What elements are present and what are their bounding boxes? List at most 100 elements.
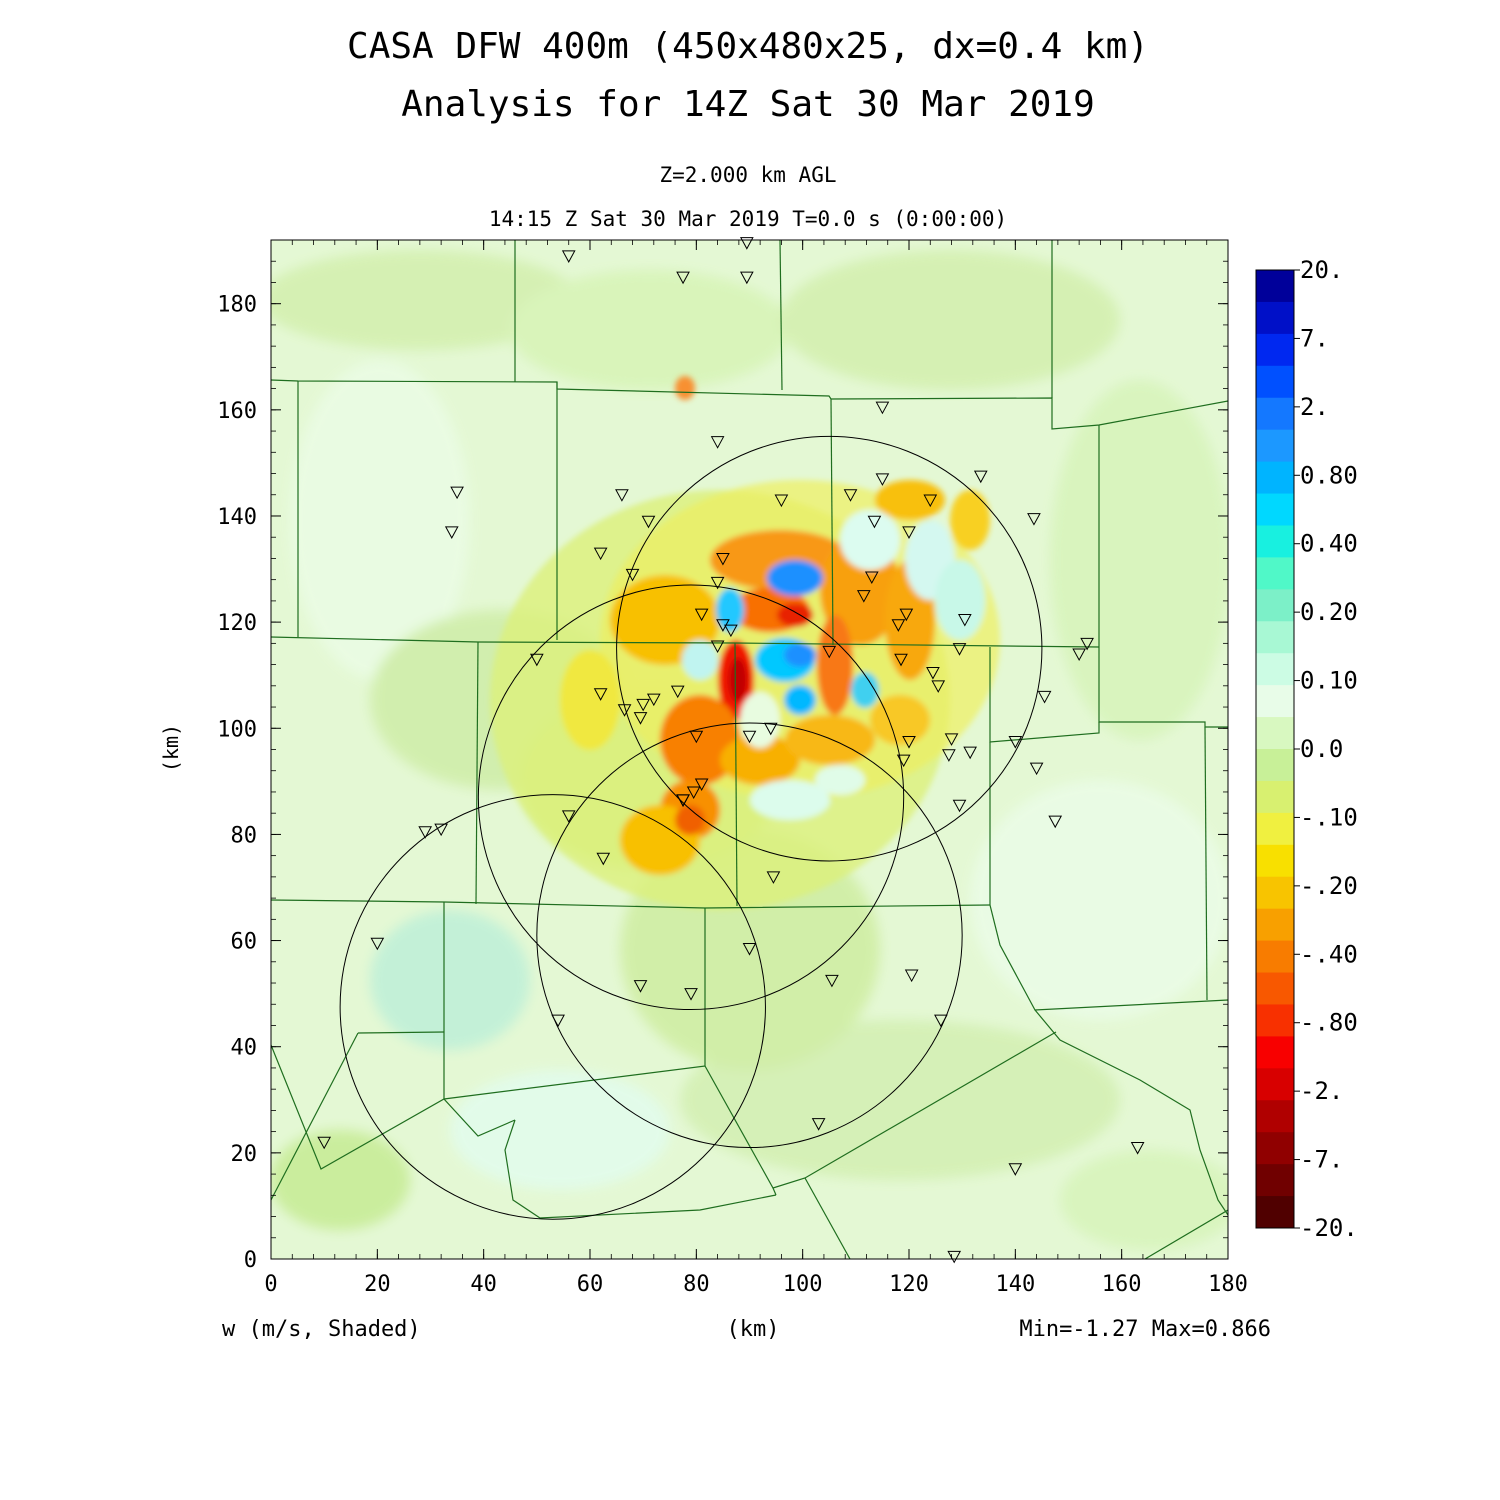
x-tick-label: 160 <box>1102 1272 1142 1297</box>
station-marker <box>934 1014 948 1028</box>
x-tick-label: 80 <box>683 1272 710 1297</box>
colorbar-label: 7. <box>1300 324 1329 352</box>
station-marker <box>1037 690 1052 704</box>
station-marker <box>864 571 879 585</box>
station-marker <box>633 712 648 725</box>
colorbar-swatch <box>1256 1004 1294 1037</box>
station-marker <box>902 526 916 539</box>
station-marker <box>593 688 608 701</box>
station-marker <box>593 547 608 561</box>
station-marker <box>867 515 882 529</box>
colorbar-swatch <box>1256 812 1294 846</box>
station-marker <box>875 473 890 486</box>
colorbar-swatch <box>1256 365 1294 399</box>
station-marker <box>875 401 890 415</box>
station-marker <box>716 552 730 566</box>
station-marker <box>891 619 906 632</box>
plot-area <box>270 237 1229 1264</box>
station-marker <box>434 823 448 837</box>
colorbar-swatch <box>1256 1068 1294 1101</box>
colorbar-label: -20. <box>1300 1214 1358 1242</box>
colorbar-label: -.80 <box>1300 1009 1358 1037</box>
station-marker <box>894 653 908 667</box>
station-marker <box>633 980 648 993</box>
x-axis-label: (km) <box>727 1317 780 1342</box>
colorbar-swatch <box>1256 653 1294 686</box>
colorbar-swatch <box>1256 1036 1294 1069</box>
colorbar-swatch <box>1256 749 1294 782</box>
station-marker <box>694 608 709 622</box>
colorbar-swatch <box>1256 1164 1294 1197</box>
station-marker <box>1080 637 1094 651</box>
radar-range-ring <box>339 794 766 1220</box>
station-marker <box>1027 513 1041 526</box>
station-marker <box>551 1014 565 1028</box>
station-marker <box>710 640 725 654</box>
station-marker <box>822 645 837 659</box>
colorbar-label: 0.0 <box>1300 735 1343 763</box>
station-marker <box>1008 736 1023 749</box>
colorbar-swatch <box>1256 270 1294 303</box>
colorbar-label: 2. <box>1300 393 1329 421</box>
y-tick-label: 80 <box>231 823 258 848</box>
station-marker <box>676 271 690 285</box>
colorbar-swatch <box>1256 493 1294 526</box>
y-tick-label: 100 <box>217 717 257 742</box>
time-label: 14:15 Z Sat 30 Mar 2019 T=0.0 s (0:00:00… <box>489 207 1007 231</box>
colorbar-swatch <box>1256 621 1294 654</box>
y-tick-label: 40 <box>231 1036 258 1061</box>
station-marker <box>710 576 725 590</box>
colorbar-label: -.20 <box>1300 872 1358 900</box>
colorbar-label: -2. <box>1300 1077 1343 1105</box>
colorbar-label: 20. <box>1300 256 1343 284</box>
station-marker <box>766 871 781 884</box>
station-marker <box>1072 648 1086 662</box>
colorbar-swatch <box>1256 685 1294 718</box>
station-marker <box>811 1118 826 1131</box>
station-marker <box>444 526 459 539</box>
station-marker <box>899 608 914 622</box>
radar-range-ring <box>536 722 963 1149</box>
station-marker <box>963 746 977 760</box>
station-marker <box>317 1136 332 1150</box>
station-marker <box>902 736 916 749</box>
x-tick-label: 120 <box>889 1272 929 1297</box>
station-marker <box>856 590 871 603</box>
w-field-shading <box>271 250 1228 1250</box>
station-marker <box>952 643 967 656</box>
station-marker <box>742 943 757 956</box>
station-marker <box>944 733 959 746</box>
station-marker <box>923 494 938 508</box>
station-marker <box>418 826 433 839</box>
station-marker <box>1008 1163 1023 1176</box>
x-tick-label: 40 <box>470 1272 497 1297</box>
station-marker <box>370 937 385 951</box>
station-marker <box>724 624 738 638</box>
station-marker <box>926 667 940 680</box>
station-marker <box>1048 815 1063 829</box>
y-axis-label: (km) <box>159 724 183 772</box>
colorbar-swatch <box>1256 1196 1294 1229</box>
station-marker <box>450 486 464 500</box>
station-marker <box>694 778 709 792</box>
station-marker <box>636 698 651 712</box>
x-tick-label: 140 <box>995 1272 1035 1297</box>
station-marker <box>641 515 656 529</box>
station-marker <box>686 786 701 800</box>
station-marker <box>904 969 919 983</box>
y-tick-label: 160 <box>217 399 257 424</box>
y-tick-label: 140 <box>217 505 257 530</box>
station-marker <box>843 489 858 502</box>
colorbar-swatch <box>1256 333 1294 367</box>
county-boundaries <box>271 240 1228 1259</box>
y-tick-label: 20 <box>231 1142 258 1167</box>
colorbar-swatch <box>1256 717 1294 750</box>
colorbar-swatch <box>1256 844 1294 878</box>
colorbar-swatch <box>1256 908 1294 942</box>
colorbar: 20. 7. 2. 0.80 0.40 0.20 0.10 0.0 -.10 -.20 -.40 -.… <box>1255 256 1358 1242</box>
station-marker <box>670 685 685 699</box>
station-marker <box>689 730 704 744</box>
station-marker <box>625 568 640 582</box>
colorbar-swatch <box>1256 429 1294 463</box>
x-axis: 0 20 40 60 80 100 120 140 160 180 <box>264 240 1248 1297</box>
